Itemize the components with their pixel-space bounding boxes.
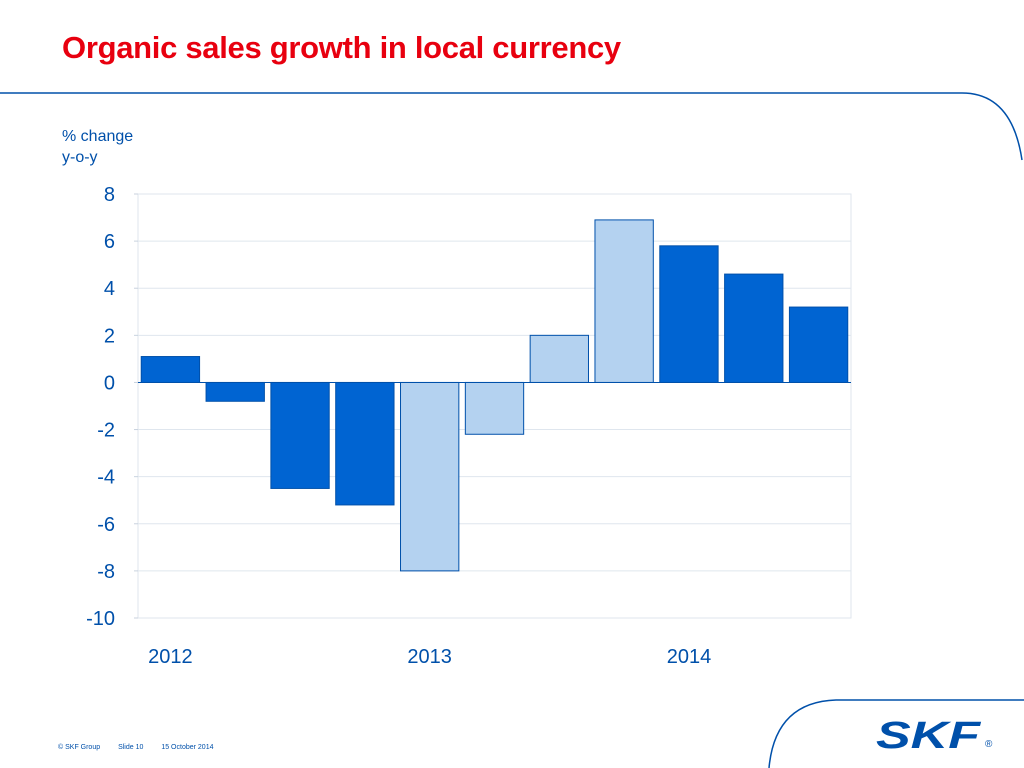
bar [788,306,849,383]
skf-logo: SKF ® [876,716,993,754]
x-year-label: 2012 [148,646,193,668]
footer-slide-number: Slide 10 [118,744,144,751]
y-tick-label: 6 [104,231,115,253]
bar [594,219,654,383]
y-tick-label: 0 [104,372,115,394]
footer: © SKF Group Slide 10 15 October 2014 [58,744,229,751]
bar-chart: 8 6 4 2 0 -2 -4 -6 -8 -10 2012 2013 2014 [86,184,852,668]
y-axis-label-line1: % change [62,128,134,145]
footer-date: 15 October 2014 [161,744,214,751]
bar [335,381,395,506]
y-tick-label: 2 [104,325,115,347]
bar [529,334,589,383]
bar [270,381,330,489]
slide-title: Organic sales growth in local currency [62,30,621,65]
bar [724,273,784,383]
y-tick-label: -10 [86,608,115,630]
y-tick-label: 8 [104,184,115,206]
bar [400,381,460,572]
skf-logo-text: SKF [876,716,982,754]
y-tick-label: -8 [97,561,115,583]
header-curve [0,92,1023,161]
footer-curve [768,699,1024,768]
registered-mark: ® [985,739,993,750]
x-year-label: 2014 [667,646,712,668]
y-tick-label: -6 [97,514,115,536]
bar [659,245,719,383]
footer-copyright: © SKF Group [58,744,101,751]
bar [464,381,525,435]
y-tick-label: -2 [97,420,115,442]
y-tick-label: -4 [97,467,115,489]
bar [205,381,265,402]
y-tick-label: 4 [104,278,115,300]
y-axis-label-line2: y-o-y [62,149,98,166]
y-axis-label: % change y-o-y [62,126,133,168]
x-year-label: 2013 [407,646,452,668]
bar [140,356,201,383]
